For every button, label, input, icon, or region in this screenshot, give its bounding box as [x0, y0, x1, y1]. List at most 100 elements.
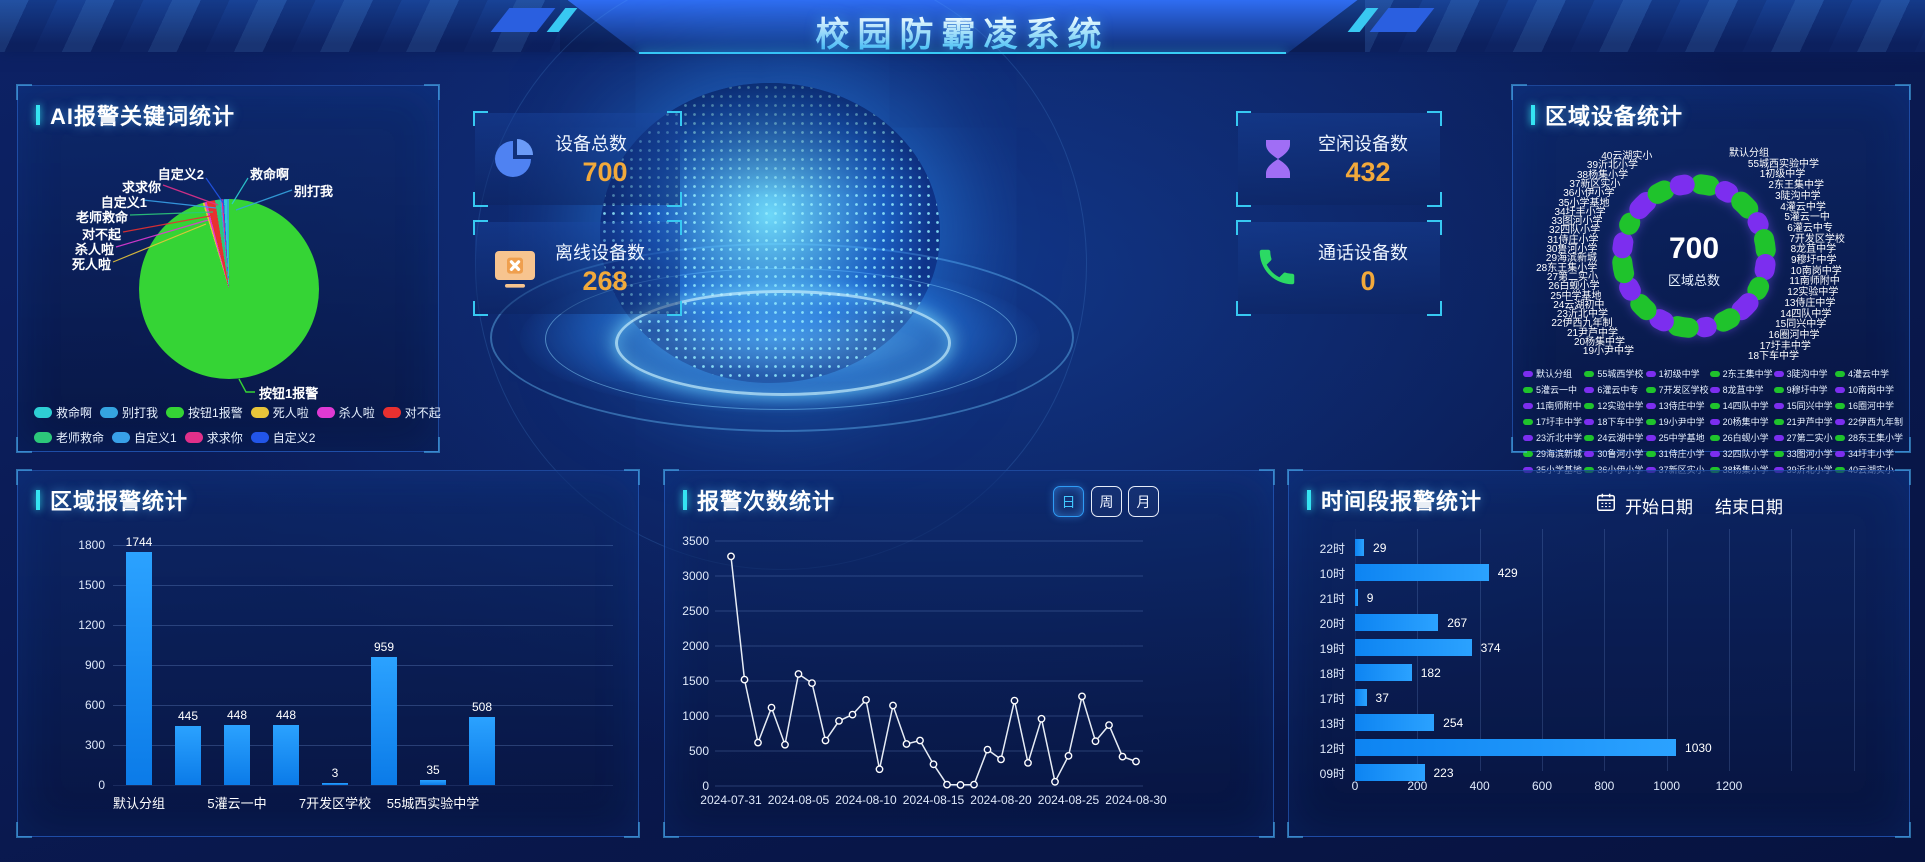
- legend-item[interactable]: 9穆圩中学: [1773, 383, 1834, 396]
- header-decor-left: [0, 0, 560, 52]
- legend-marker: [1584, 450, 1595, 457]
- data-point-marker: [727, 552, 735, 561]
- legend-item[interactable]: 34圩丰小学: [1834, 447, 1903, 460]
- legend-item[interactable]: 自定义1: [112, 429, 177, 446]
- gridline: [113, 665, 613, 666]
- axis-tick-label: 2024-08-25: [1038, 793, 1100, 807]
- legend-item[interactable]: 32四队小学: [1709, 447, 1773, 460]
- legend-item[interactable]: 16圈河中学: [1834, 399, 1903, 412]
- legend-item[interactable]: 死人啦: [250, 404, 309, 421]
- bar-value-label: 429: [1497, 566, 1518, 580]
- data-point-marker: [1118, 752, 1127, 761]
- legend-item[interactable]: 4灌云中学: [1834, 367, 1903, 380]
- bar-value-label: 29: [1373, 541, 1387, 555]
- legend-item[interactable]: 求求你: [184, 429, 243, 446]
- legend-item[interactable]: 按钮1报警: [166, 404, 243, 421]
- data-point-marker: [997, 755, 1005, 764]
- bar-value-label: 1744: [125, 535, 153, 550]
- legend-marker: [1834, 418, 1845, 425]
- title-accent-bar: [683, 490, 687, 510]
- legend-marker: [1645, 386, 1656, 393]
- axis-category-label: 10时: [1319, 567, 1345, 581]
- data-point-marker: [808, 679, 816, 688]
- legend-item[interactable]: 17圩丰中学: [1523, 415, 1583, 428]
- data-point-marker: [1037, 714, 1046, 723]
- donut-category-label: 3陡沟中学: [1775, 190, 1821, 202]
- legend-label: 救命啊: [56, 406, 93, 420]
- legend-item[interactable]: 自定义2: [250, 429, 315, 446]
- legend-item[interactable]: 3陡沟中学: [1773, 367, 1834, 380]
- legend-item[interactable]: 别打我: [100, 404, 158, 421]
- legend-item[interactable]: 33图河小学: [1773, 447, 1834, 460]
- legend-item[interactable]: 14四队中学: [1709, 399, 1773, 412]
- legend-marker: [1523, 402, 1533, 409]
- legend-item[interactable]: 24云湖中学: [1584, 431, 1644, 444]
- bar-value-label: 9: [1366, 591, 1374, 605]
- legend-item[interactable]: 1初级中学: [1645, 367, 1709, 380]
- legend-label: 23沂北中学: [1536, 433, 1583, 443]
- legend-item[interactable]: 12实验中学: [1584, 399, 1644, 412]
- legend-marker: [1773, 370, 1784, 377]
- legend-item[interactable]: 26白蚬小学: [1709, 431, 1773, 444]
- gridline: [1791, 529, 1793, 771]
- legend-item[interactable]: 28东王集小学: [1834, 431, 1903, 444]
- donut-category-label: 20杨集中学: [1573, 337, 1626, 348]
- legend-item[interactable]: 27第二实小: [1773, 431, 1834, 444]
- legend-label: 5灌云一中: [1536, 385, 1578, 395]
- legend-item[interactable]: 11南师附中: [1523, 399, 1583, 412]
- range-button-day[interactable]: 日: [1053, 486, 1084, 517]
- legend-marker: [100, 407, 119, 418]
- legend-item[interactable]: 13侍庄中学: [1645, 399, 1709, 412]
- legend-item[interactable]: 15同兴中学: [1773, 399, 1834, 412]
- axis-category-label: 7开发区学校: [298, 796, 372, 811]
- donut-category-label: 22伊西九年制: [1551, 318, 1613, 330]
- legend-item[interactable]: 6灌云中专: [1584, 383, 1644, 396]
- axis-category-label: 20时: [1319, 617, 1345, 631]
- data-point-marker: [1051, 777, 1059, 786]
- donut-ring: [1612, 174, 1776, 338]
- range-button-month[interactable]: 月: [1128, 486, 1159, 517]
- bar-value-label: 445: [177, 708, 199, 723]
- axis-tick-label: 2024-08-15: [903, 793, 965, 807]
- legend-label: 9穆圩中学: [1786, 385, 1828, 395]
- page-title: 校园防霸凌系统: [568, 7, 1358, 54]
- end-date-picker[interactable]: 结束日期: [1715, 498, 1783, 517]
- legend-marker: [1523, 450, 1533, 457]
- legend-item[interactable]: 10南岗中学: [1834, 383, 1903, 396]
- legend-item[interactable]: 默认分组: [1523, 367, 1583, 380]
- legend-marker: [1773, 450, 1784, 457]
- legend-item[interactable]: 8龙苴中学: [1709, 383, 1773, 396]
- bar: [322, 783, 348, 785]
- legend-item[interactable]: 19小尹中学: [1645, 415, 1709, 428]
- title-accent-bar: [1307, 490, 1311, 510]
- legend-marker: [1773, 402, 1784, 409]
- legend-item[interactable]: 20杨集中学: [1709, 415, 1773, 428]
- axis-tick-label: 2000: [682, 639, 709, 653]
- donut-category-label: 16圈河中学: [1768, 329, 1820, 341]
- axis-tick-label: 1500: [682, 674, 709, 688]
- start-date-picker[interactable]: 开始日期: [1625, 498, 1693, 517]
- legend-item[interactable]: 老师救命: [34, 429, 104, 446]
- legend-item[interactable]: 18下车中学: [1584, 415, 1644, 428]
- data-point-marker: [902, 740, 911, 748]
- legend-item[interactable]: 29海滨新城: [1523, 447, 1583, 460]
- axis-tick-label: 2024-08-05: [768, 793, 830, 807]
- bar: [1355, 539, 1365, 556]
- legend-item[interactable]: 2东王集中学: [1709, 367, 1773, 380]
- data-point-marker: [889, 701, 897, 710]
- legend-item[interactable]: 31侍庄小学: [1645, 447, 1709, 460]
- range-button-week[interactable]: 周: [1091, 486, 1122, 517]
- legend-item[interactable]: 杀人啦: [316, 404, 375, 421]
- legend-item[interactable]: 21尹芦中学: [1773, 415, 1834, 428]
- legend-item[interactable]: 对不起: [382, 404, 441, 421]
- donut-category-label: 29海滨新城: [1545, 253, 1598, 265]
- legend-item[interactable]: 25中学基地: [1645, 431, 1709, 444]
- legend-item[interactable]: 22伊西九年制: [1834, 415, 1903, 428]
- bar: [273, 725, 299, 785]
- legend-item[interactable]: 23沂北中学: [1523, 431, 1583, 444]
- legend-item[interactable]: 5灌云一中: [1523, 383, 1583, 396]
- legend-item[interactable]: 7开发区学校: [1645, 383, 1709, 396]
- legend-item[interactable]: 救命啊: [34, 404, 92, 421]
- legend-item[interactable]: 55城西学校: [1584, 367, 1644, 380]
- legend-item[interactable]: 30鲁河小学: [1584, 447, 1644, 460]
